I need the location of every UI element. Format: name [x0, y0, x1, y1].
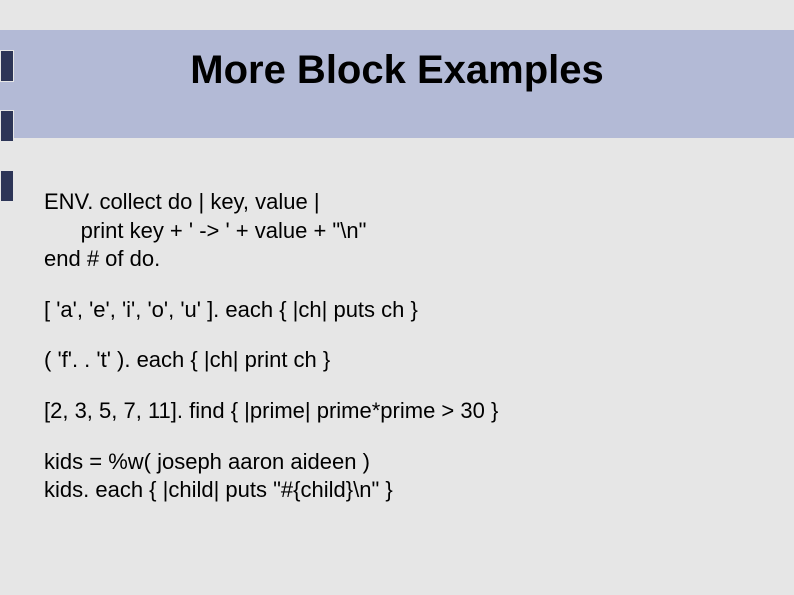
code-block: [ 'a', 'e', 'i', 'o', 'u' ]. each { |ch|… — [44, 296, 758, 325]
slide-body: ENV. collect do | key, value | print key… — [44, 188, 758, 527]
code-block: ( 'f'. . 't' ). each { |ch| print ch } — [44, 346, 758, 375]
accent-stub-3 — [0, 170, 14, 202]
slide: More Block Examples ENV. collect do | ke… — [0, 0, 794, 595]
accent-stub-2 — [0, 110, 14, 142]
code-block: [2, 3, 5, 7, 11]. find { |prime| prime*p… — [44, 397, 758, 426]
code-block: ENV. collect do | key, value | print key… — [44, 188, 758, 274]
slide-title: More Block Examples — [0, 48, 794, 93]
code-block: kids = %w( joseph aaron aideen ) kids. e… — [44, 448, 758, 505]
